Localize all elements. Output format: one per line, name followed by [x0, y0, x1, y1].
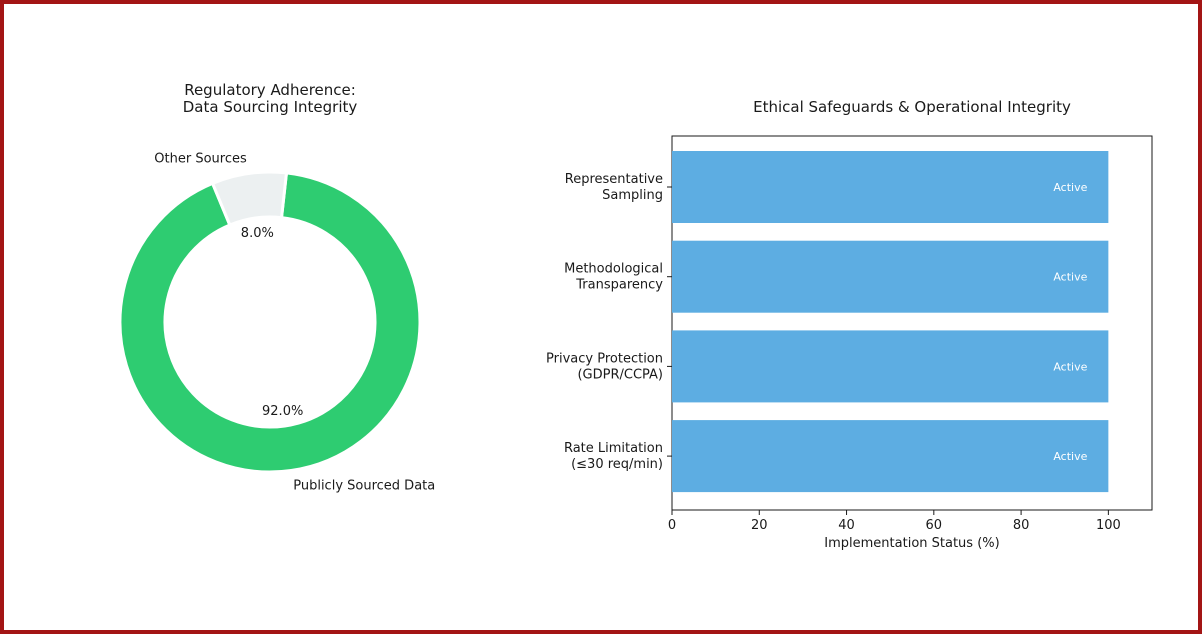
donut-slice-label-public: Publicly Sourced Data: [293, 478, 435, 493]
x-tick-label-4: 80: [1013, 518, 1030, 533]
bar-value-label-0: Active: [1053, 181, 1087, 194]
bar-value-label-2: Active: [1053, 360, 1087, 373]
y-tick-label-2-0: Privacy Protection: [546, 351, 663, 366]
donut-slices: [118, 170, 422, 474]
bar-2: [672, 330, 1109, 403]
bar-chart-title: Ethical Safeguards & Operational Integri…: [753, 98, 1071, 116]
bar-value-label-1: Active: [1053, 271, 1087, 284]
bar-0: [672, 151, 1109, 223]
x-tick-label-0: 0: [668, 518, 676, 533]
x-tick-label-2: 40: [838, 518, 855, 533]
x-tick-label-1: 20: [751, 518, 768, 533]
x-axis-label: Implementation Status (%): [824, 536, 999, 551]
y-tick-label-3-1: (≤30 req/min): [571, 457, 663, 472]
donut-title-line-2: Data Sourcing Integrity: [183, 98, 358, 116]
x-tick-label-3: 60: [926, 518, 943, 533]
bar-3: [672, 420, 1109, 493]
donut-slice-label-other: Other Sources: [154, 152, 247, 167]
donut-slice-0: [118, 171, 422, 474]
y-tick-label-0-0: Representative: [565, 172, 663, 187]
bar-value-label-3: Active: [1053, 450, 1087, 463]
bar-plot-area: [671, 135, 1153, 511]
donut-title-line-1: Regulatory Adherence:: [184, 81, 356, 99]
x-tick-label-5: 100: [1096, 518, 1121, 533]
y-tick-label-3-0: Rate Limitation: [564, 441, 663, 456]
y-tick-label-1-1: Transparency: [575, 278, 663, 293]
x-axis-ticks: 0 20 40 60 80 100: [668, 510, 1121, 533]
y-tick-label-0-1: Sampling: [602, 188, 663, 203]
donut-slice-1: [210, 170, 289, 227]
y-tick-label-1-0: Methodological: [564, 262, 663, 277]
donut-pct-label-other: 8.0%: [241, 226, 274, 241]
donut-pct-label-public: 92.0%: [262, 404, 303, 419]
donut-chart: Regulatory Adherence: Data Sourcing Inte…: [118, 81, 435, 493]
bar-1: [672, 240, 1109, 313]
bar-chart: Ethical Safeguards & Operational Integri…: [546, 98, 1153, 551]
y-tick-label-2-1: (GDPR/CCPA): [577, 367, 663, 382]
